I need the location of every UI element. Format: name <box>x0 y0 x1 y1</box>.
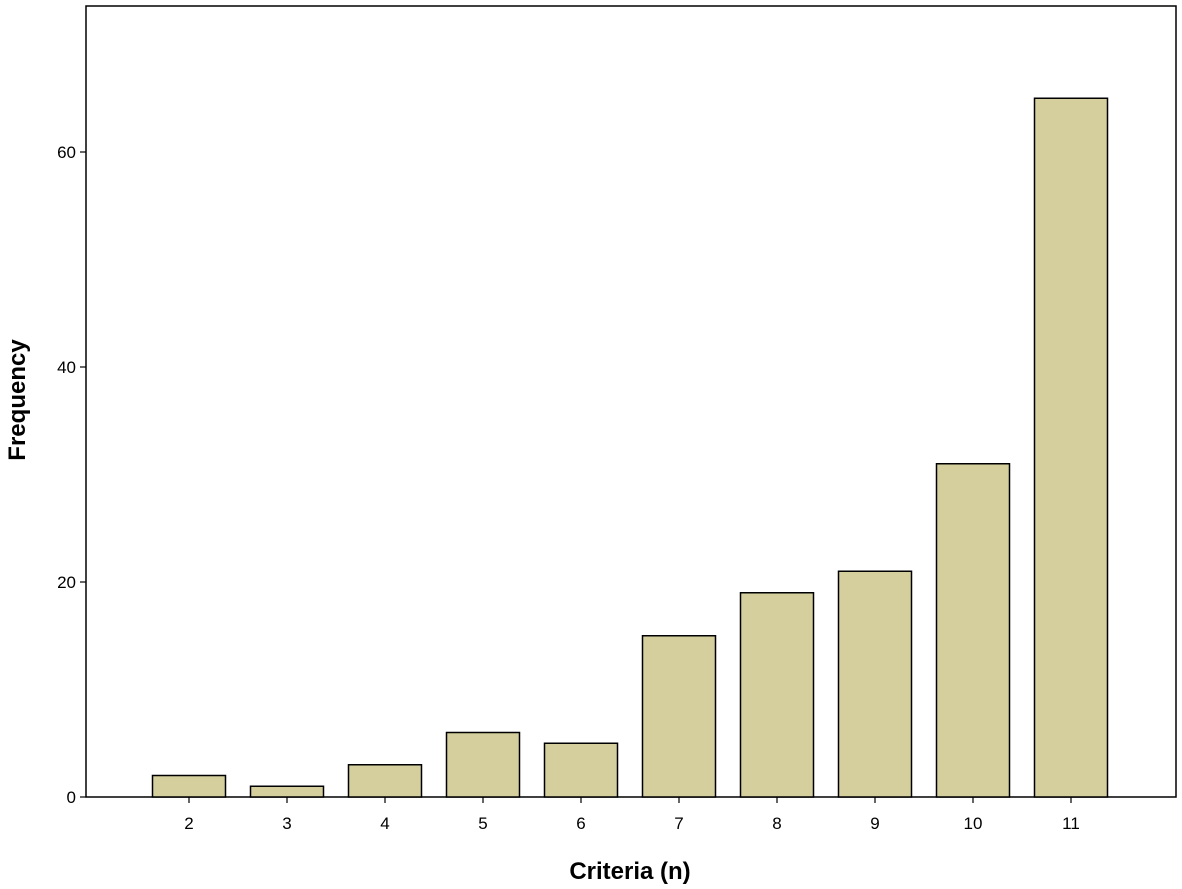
x-axis-ticks: 2 3 4 5 6 7 8 9 10 11 <box>184 797 1080 833</box>
x-tick-label: 7 <box>674 814 683 833</box>
bar-7 <box>641 635 717 798</box>
y-tick-label: 40 <box>57 358 76 377</box>
x-tick-label: 2 <box>184 814 193 833</box>
x-axis-title: Criteria (n) <box>569 858 690 885</box>
x-tick-label: 3 <box>282 814 291 833</box>
bar-2 <box>151 774 227 798</box>
x-tick-label: 5 <box>478 814 487 833</box>
x-tick-label: 4 <box>380 814 389 833</box>
x-tick-label: 9 <box>870 814 879 833</box>
bar-10 <box>935 463 1011 798</box>
bar-11 <box>1033 97 1109 798</box>
bars-group <box>151 97 1109 798</box>
plot-frame <box>85 5 1177 798</box>
bar-4 <box>347 764 423 798</box>
y-tick-label: 60 <box>57 143 76 162</box>
x-tick-label: 6 <box>576 814 585 833</box>
bar-6 <box>543 742 619 798</box>
y-tick-label: 0 <box>67 788 76 807</box>
bar-9 <box>837 570 913 798</box>
y-axis-title: Frequency <box>4 339 31 461</box>
y-axis-ticks: 0 20 40 60 <box>57 143 86 807</box>
x-tick-label: 10 <box>964 814 983 833</box>
bar-8 <box>739 592 815 798</box>
x-tick-label: 8 <box>772 814 781 833</box>
x-tick-label: 11 <box>1062 814 1080 833</box>
bar-3 <box>249 785 325 798</box>
bar-5 <box>445 731 521 798</box>
y-tick-label: 20 <box>57 573 76 592</box>
